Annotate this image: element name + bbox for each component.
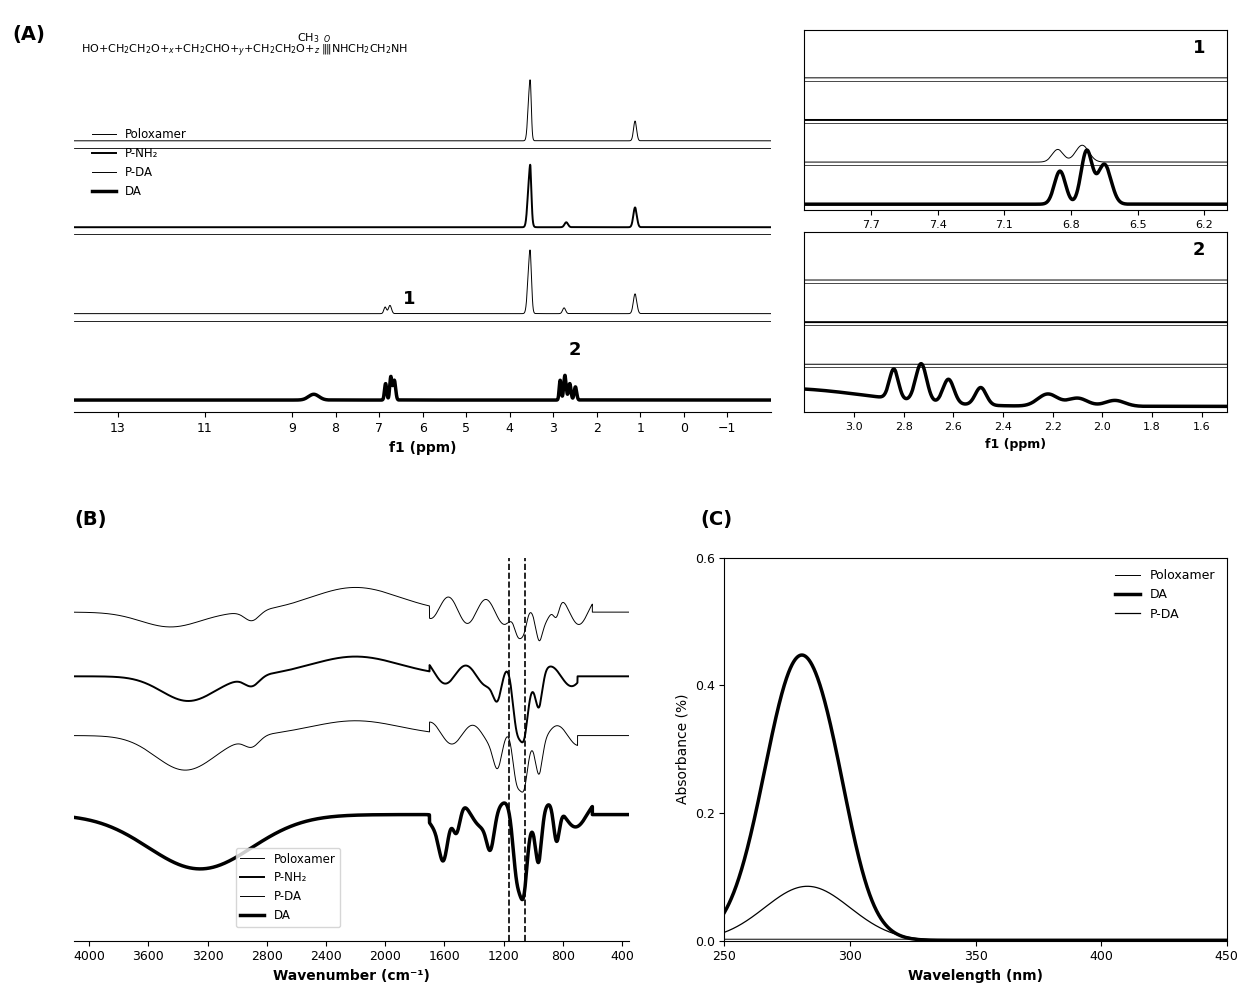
Text: (B): (B) — [74, 510, 107, 529]
Text: HO$+$CH$_2$CH$_2$O$+_x$$+$CH$_2$CHO$+_y$$+$CH$_2$CH$_2$O$+_z$ $\overset{O}{\Vert: HO$+$CH$_2$CH$_2$O$+_x$$+$CH$_2$CHO$+_y$… — [82, 34, 408, 60]
Text: 1: 1 — [1193, 39, 1206, 56]
X-axis label: f1 (ppm): f1 (ppm) — [985, 236, 1046, 248]
X-axis label: f1 (ppm): f1 (ppm) — [985, 438, 1046, 450]
X-axis label: f1 (ppm): f1 (ppm) — [389, 441, 456, 454]
Y-axis label: Absorbance (%): Absorbance (%) — [675, 694, 689, 805]
Legend: Poloxamer, DA, P-DA: Poloxamer, DA, P-DA — [1110, 564, 1220, 626]
Legend: Poloxamer, P-NH₂, P-DA, DA: Poloxamer, P-NH₂, P-DA, DA — [87, 124, 192, 203]
X-axis label: Wavelength (nm): Wavelength (nm) — [908, 969, 1043, 983]
Legend: Poloxamer, P-NH₂, P-DA, DA: Poloxamer, P-NH₂, P-DA, DA — [235, 847, 339, 927]
Text: (C): (C) — [700, 510, 732, 529]
Text: CH$_3$: CH$_3$ — [297, 32, 320, 46]
Text: 1: 1 — [404, 290, 416, 308]
Text: 2: 2 — [569, 341, 581, 358]
Text: (A): (A) — [12, 25, 46, 44]
X-axis label: Wavenumber (cm⁻¹): Wavenumber (cm⁻¹) — [274, 969, 430, 983]
Text: 2: 2 — [1193, 241, 1206, 259]
